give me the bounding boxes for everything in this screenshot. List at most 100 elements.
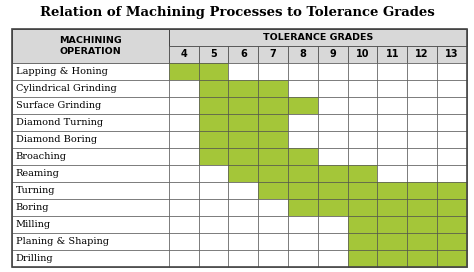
Bar bbox=[407, 250, 437, 267]
Bar bbox=[288, 79, 318, 97]
Text: 8: 8 bbox=[300, 49, 306, 59]
Bar bbox=[288, 63, 318, 79]
Bar bbox=[169, 215, 199, 233]
Bar bbox=[347, 79, 377, 97]
Bar bbox=[377, 63, 407, 79]
Bar bbox=[318, 182, 347, 199]
Text: Drilling: Drilling bbox=[16, 254, 53, 262]
Bar bbox=[318, 199, 347, 215]
Bar bbox=[12, 63, 169, 79]
Bar bbox=[437, 165, 467, 182]
Bar bbox=[407, 131, 437, 147]
Bar bbox=[347, 131, 377, 147]
Bar bbox=[258, 215, 288, 233]
Bar bbox=[407, 233, 437, 250]
Bar bbox=[12, 79, 169, 97]
Bar bbox=[12, 215, 169, 233]
Bar bbox=[199, 182, 228, 199]
Text: 6: 6 bbox=[240, 49, 247, 59]
Bar bbox=[288, 97, 318, 114]
Bar bbox=[347, 199, 377, 215]
Bar bbox=[437, 250, 467, 267]
Bar bbox=[169, 250, 199, 267]
Bar bbox=[169, 165, 199, 182]
Bar bbox=[169, 199, 199, 215]
Bar bbox=[347, 182, 377, 199]
Bar bbox=[437, 63, 467, 79]
Text: Broaching: Broaching bbox=[16, 152, 67, 160]
Bar bbox=[407, 63, 437, 79]
Bar bbox=[258, 97, 288, 114]
Bar bbox=[258, 165, 288, 182]
Bar bbox=[258, 199, 288, 215]
Bar bbox=[228, 215, 258, 233]
Text: 11: 11 bbox=[386, 49, 399, 59]
Bar bbox=[377, 233, 407, 250]
Bar bbox=[318, 165, 347, 182]
Text: Lapping & Honing: Lapping & Honing bbox=[16, 67, 108, 76]
Bar bbox=[437, 233, 467, 250]
Bar bbox=[199, 45, 228, 63]
Bar bbox=[377, 165, 407, 182]
Bar bbox=[288, 215, 318, 233]
Bar bbox=[169, 131, 199, 147]
Text: 12: 12 bbox=[415, 49, 429, 59]
Bar bbox=[347, 114, 377, 131]
Text: MACHINING
OPERATION: MACHINING OPERATION bbox=[59, 36, 122, 55]
Bar bbox=[407, 79, 437, 97]
Bar bbox=[377, 45, 407, 63]
Bar bbox=[437, 97, 467, 114]
Bar bbox=[228, 165, 258, 182]
Bar bbox=[199, 147, 228, 165]
Bar bbox=[318, 215, 347, 233]
Bar bbox=[288, 45, 318, 63]
Bar bbox=[228, 79, 258, 97]
Bar bbox=[169, 29, 467, 45]
Bar bbox=[199, 165, 228, 182]
Bar bbox=[199, 63, 228, 79]
Bar bbox=[347, 97, 377, 114]
Text: 4: 4 bbox=[181, 49, 187, 59]
Bar bbox=[258, 131, 288, 147]
Bar bbox=[437, 114, 467, 131]
Bar bbox=[169, 147, 199, 165]
Bar bbox=[199, 215, 228, 233]
Text: 9: 9 bbox=[329, 49, 336, 59]
Bar bbox=[199, 250, 228, 267]
Text: Diamond Turning: Diamond Turning bbox=[16, 118, 103, 126]
Bar bbox=[12, 199, 169, 215]
Bar bbox=[258, 233, 288, 250]
Bar bbox=[12, 165, 169, 182]
Bar bbox=[347, 147, 377, 165]
Bar bbox=[318, 97, 347, 114]
Bar bbox=[199, 131, 228, 147]
Bar bbox=[347, 63, 377, 79]
Bar bbox=[12, 29, 467, 267]
Bar bbox=[437, 199, 467, 215]
Bar bbox=[437, 131, 467, 147]
Bar bbox=[437, 215, 467, 233]
Bar bbox=[437, 45, 467, 63]
Bar bbox=[169, 233, 199, 250]
Bar bbox=[407, 45, 437, 63]
Text: 13: 13 bbox=[445, 49, 459, 59]
Bar bbox=[288, 147, 318, 165]
Bar bbox=[318, 114, 347, 131]
Bar bbox=[258, 45, 288, 63]
Bar bbox=[318, 131, 347, 147]
Bar bbox=[12, 114, 169, 131]
Bar bbox=[199, 114, 228, 131]
Bar bbox=[228, 45, 258, 63]
Bar bbox=[199, 199, 228, 215]
Bar bbox=[228, 63, 258, 79]
Bar bbox=[228, 233, 258, 250]
Bar bbox=[318, 79, 347, 97]
Bar bbox=[169, 79, 199, 97]
Bar bbox=[377, 250, 407, 267]
Bar bbox=[228, 97, 258, 114]
Bar bbox=[258, 250, 288, 267]
Bar bbox=[347, 165, 377, 182]
Text: 10: 10 bbox=[356, 49, 369, 59]
Bar bbox=[288, 165, 318, 182]
Text: Boring: Boring bbox=[16, 203, 49, 212]
